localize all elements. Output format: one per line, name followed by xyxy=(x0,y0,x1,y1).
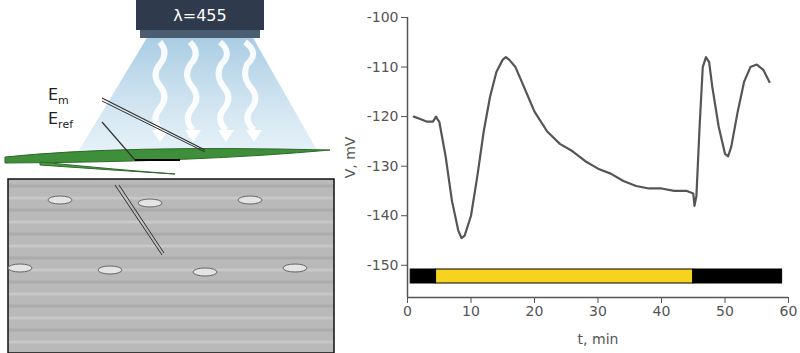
svg-text:20: 20 xyxy=(526,303,544,319)
svg-text:λ=455: λ=455 xyxy=(173,6,226,25)
svg-text:-120: -120 xyxy=(367,108,399,124)
svg-text:t, min: t, min xyxy=(578,331,619,347)
svg-text:Em: Em xyxy=(48,85,69,107)
svg-text:40: 40 xyxy=(653,303,671,319)
svg-text:Eref: Eref xyxy=(48,109,74,131)
svg-text:-110: -110 xyxy=(367,59,399,75)
svg-text:-140: -140 xyxy=(367,207,399,223)
svg-text:50: 50 xyxy=(716,303,734,319)
svg-text:-130: -130 xyxy=(367,158,399,174)
svg-text:10: 10 xyxy=(462,303,480,319)
svg-text:60: 60 xyxy=(780,303,798,319)
svg-text:30: 30 xyxy=(589,303,607,319)
svg-text:-150: -150 xyxy=(367,257,399,273)
svg-text:0: 0 xyxy=(403,303,412,319)
svg-text:V, mV: V, mV xyxy=(342,136,358,178)
svg-text:-100: -100 xyxy=(367,9,399,25)
